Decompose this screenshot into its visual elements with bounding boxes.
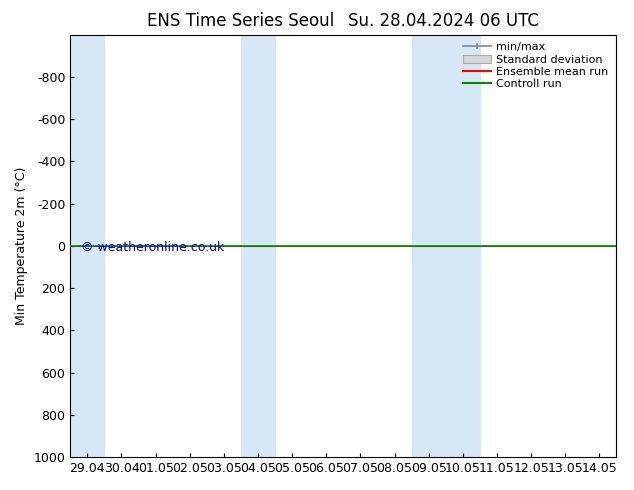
- Text: ENS Time Series Seoul: ENS Time Series Seoul: [147, 12, 335, 30]
- Y-axis label: Min Temperature 2m (°C): Min Temperature 2m (°C): [15, 167, 28, 325]
- Text: © weatheronline.co.uk: © weatheronline.co.uk: [81, 242, 224, 254]
- Bar: [411, 35, 480, 457]
- Bar: [241, 35, 275, 457]
- Text: Su. 28.04.2024 06 UTC: Su. 28.04.2024 06 UTC: [348, 12, 540, 30]
- Bar: [70, 35, 105, 457]
- Legend: min/max, Standard deviation, Ensemble mean run, Controll run: min/max, Standard deviation, Ensemble me…: [461, 40, 611, 91]
